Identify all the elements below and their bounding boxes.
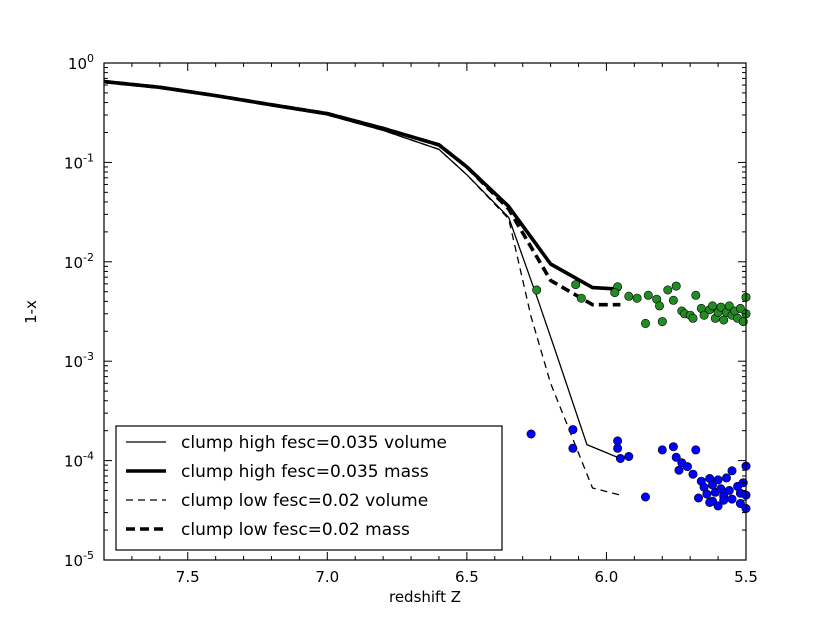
x-tick-label: 6.5 [455, 568, 479, 586]
x-axis-label: redshift Z [389, 588, 461, 606]
blue-point [719, 495, 729, 505]
blue-point [674, 465, 684, 475]
blue-point [713, 475, 723, 485]
blue-point [724, 485, 734, 495]
green-point [691, 290, 701, 300]
green-point [738, 317, 748, 327]
series-line-4 [103, 79, 621, 307]
green-point [654, 301, 664, 311]
blue-point [735, 498, 745, 508]
green-point [735, 303, 745, 313]
plot-frame [103, 62, 747, 561]
blue-point [688, 469, 698, 479]
blue-point [615, 453, 625, 463]
green-point [724, 301, 734, 311]
green-point [632, 293, 642, 303]
x-tick-label: 5.5 [734, 568, 758, 586]
y-tick-label: 100 [68, 52, 94, 73]
legend-label: clump low fesc=0.02 mass [181, 520, 410, 540]
y-tick-label: 10-5 [64, 549, 94, 570]
blue-point [727, 466, 737, 476]
blue-point [721, 473, 731, 483]
x-tick-label: 7.5 [176, 568, 200, 586]
blue-point [568, 443, 578, 453]
blue-point [526, 429, 536, 439]
green-point [719, 315, 729, 325]
legend-label: clump high fesc=0.035 mass [181, 462, 429, 482]
tick-layer: 7.5 7.0 6.5 6.0 5.5 100 10-1 10-2 10-3 10-4 10-5 [64, 52, 758, 586]
legend-label: clump high fesc=0.035 volume [181, 433, 447, 453]
series-layer [103, 79, 621, 496]
green-point [688, 313, 698, 323]
blue-point [727, 494, 737, 504]
y-tick-label: 10-3 [64, 350, 94, 371]
legend-label: clump low fesc=0.02 volume [181, 491, 428, 511]
green-point [671, 281, 681, 291]
blue-point [657, 445, 667, 455]
green-point [610, 288, 620, 298]
green-point [663, 285, 673, 295]
green-point [640, 318, 650, 328]
blue-point [702, 489, 712, 499]
blue-point [682, 462, 692, 472]
y-tick-label: 10-2 [64, 251, 94, 272]
blue-point [613, 443, 623, 453]
green-point [532, 285, 542, 295]
x-tick-label: 6.0 [595, 568, 619, 586]
green-point [571, 280, 581, 290]
legend: clump high fesc=0.035 volume clump high f… [115, 425, 503, 551]
blue-point [568, 425, 578, 435]
x-tick-label: 7.0 [315, 568, 339, 586]
green-point [699, 310, 709, 320]
blue-point [693, 493, 703, 503]
green-point [668, 295, 678, 305]
green-point [624, 291, 634, 301]
legend-items: clump high fesc=0.035 volume clump high f… [126, 433, 447, 540]
blue-point [640, 492, 650, 502]
blue-point [713, 501, 723, 511]
blue-point [705, 497, 715, 507]
blue-point [691, 445, 701, 455]
green-point [657, 317, 667, 327]
legend-box [115, 425, 503, 551]
blue-point [671, 452, 681, 462]
y-tick-label: 10-1 [64, 151, 94, 172]
green-point [643, 290, 653, 300]
y-tick-label: 10-4 [64, 450, 94, 471]
blue-point [624, 451, 634, 461]
y-axis-label: 1-x [22, 300, 40, 324]
scatter-layer [526, 280, 751, 513]
green-point [576, 293, 586, 303]
blue-point [668, 442, 678, 452]
